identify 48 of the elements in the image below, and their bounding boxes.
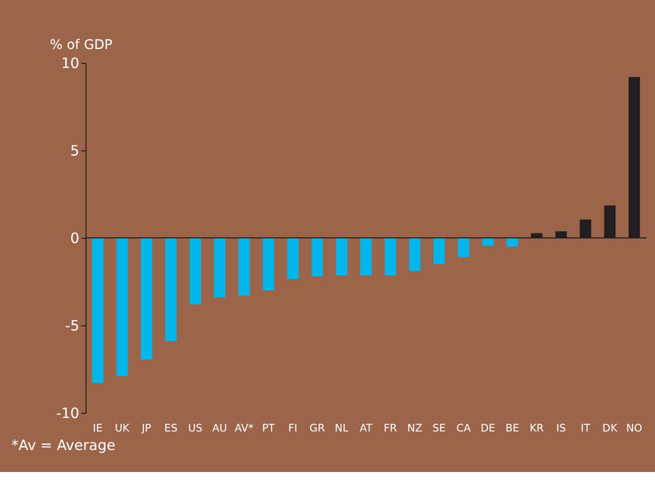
y-tick-label: 10 (61, 56, 80, 72)
bar (165, 238, 177, 342)
x-tick-label: DE (480, 422, 496, 434)
x-tick-label: NZ (407, 422, 422, 434)
x-tick-label: AU (212, 422, 228, 434)
x-tick-label: BE (505, 422, 520, 434)
bar (92, 238, 104, 384)
x-tick-label: CA (456, 422, 472, 434)
x-tick-label: JP (140, 422, 152, 434)
bar (433, 238, 445, 264)
bar (116, 238, 128, 376)
y-tick-label: -5 (65, 318, 80, 335)
x-tick-label: IE (92, 422, 103, 434)
bar (360, 238, 372, 276)
x-tick-label: AV* (234, 422, 254, 434)
text: *Av = Average (11, 438, 116, 454)
x-tick-label: FI (288, 422, 298, 434)
bar (190, 238, 201, 304)
x-tick-label: NL (334, 422, 349, 434)
bar (409, 238, 420, 272)
bar (262, 238, 274, 290)
x-tick-label: AT (360, 422, 373, 434)
x-tick-label: GR (310, 422, 325, 434)
bar (336, 238, 348, 276)
bar (312, 238, 323, 276)
x-tick-label: IS (556, 422, 566, 434)
bar (506, 238, 518, 247)
x-tick-label: UK (114, 422, 131, 434)
x-tick-label: SE (432, 422, 446, 434)
x-tick-label: FR (384, 422, 398, 434)
x-tick-label: KR (530, 422, 544, 434)
bar (214, 238, 226, 298)
bar (140, 238, 152, 360)
bar (458, 238, 470, 258)
x-tick-label: US (188, 422, 203, 434)
x-tick-label: PT (262, 422, 276, 434)
x-tick-label: ES (164, 422, 178, 434)
x-tick-label: DK (602, 422, 618, 434)
y-tick-label: 5 (70, 144, 80, 160)
bar (384, 238, 396, 276)
y-axis-title: % of GDP (50, 38, 112, 54)
y-tick-label: 0 (70, 231, 80, 248)
bar (287, 238, 299, 280)
x-tick-label: IT (580, 422, 591, 434)
bar (238, 238, 250, 296)
y-tick-label: -10 (56, 406, 80, 422)
bar (482, 238, 494, 246)
x-tick-label: NO (626, 422, 642, 434)
